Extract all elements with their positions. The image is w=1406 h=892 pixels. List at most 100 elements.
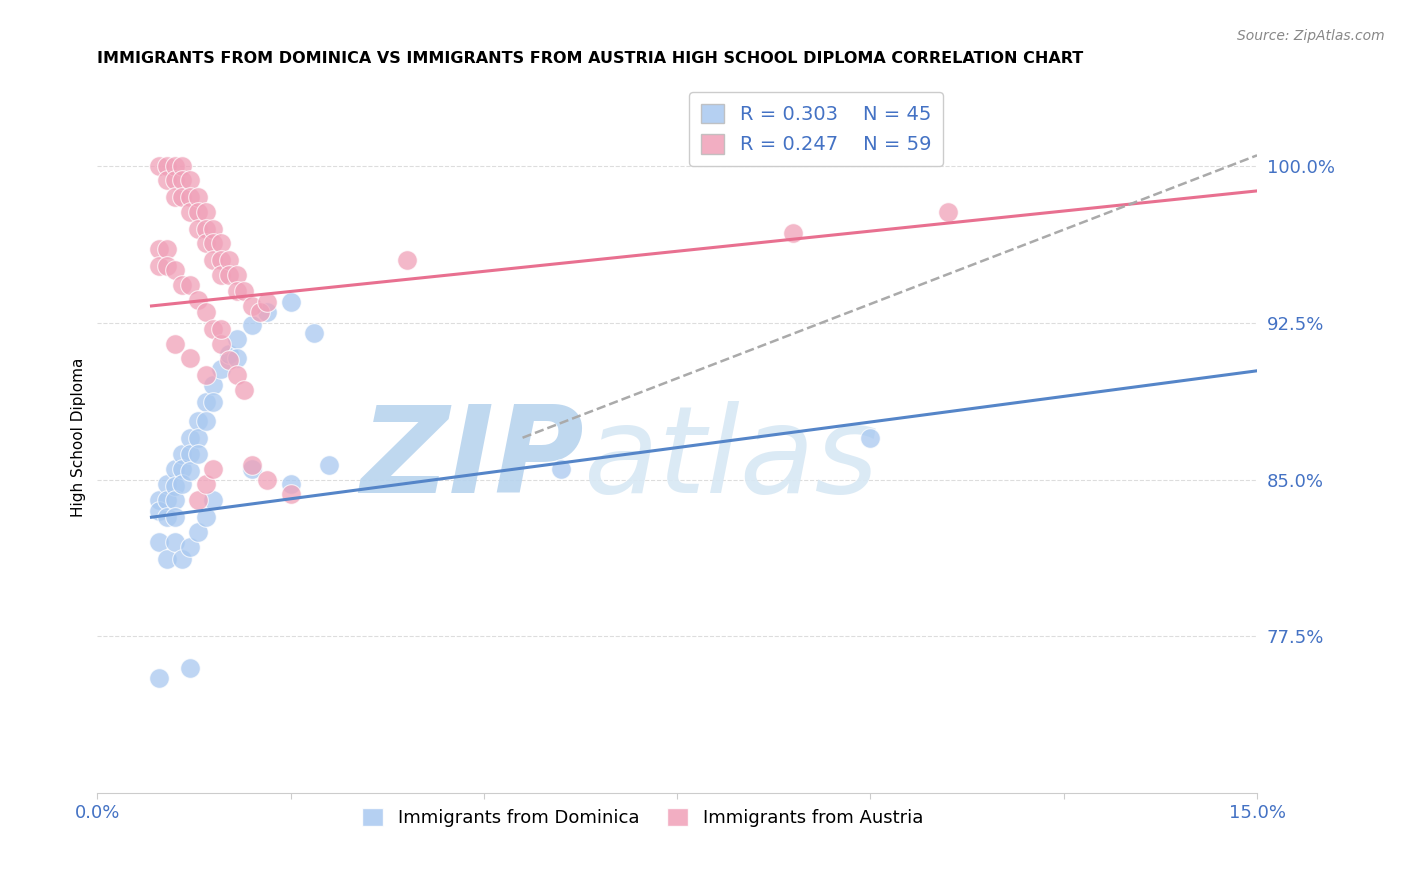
- Point: [249, 305, 271, 319]
- Point: [194, 305, 217, 319]
- Point: [782, 226, 804, 240]
- Point: [156, 476, 179, 491]
- Point: [187, 293, 209, 307]
- Point: [187, 221, 209, 235]
- Point: [172, 190, 194, 204]
- Point: [179, 173, 201, 187]
- Point: [156, 173, 179, 187]
- Point: [240, 318, 263, 332]
- Point: [225, 368, 247, 382]
- Point: [163, 263, 186, 277]
- Point: [179, 447, 201, 461]
- Point: [172, 462, 194, 476]
- Point: [256, 305, 278, 319]
- Point: [202, 493, 225, 508]
- Point: [163, 159, 186, 173]
- Point: [202, 462, 225, 476]
- Point: [194, 204, 217, 219]
- Point: [280, 487, 302, 501]
- Point: [225, 285, 247, 299]
- Point: [225, 351, 247, 366]
- Point: [156, 159, 179, 173]
- Point: [148, 159, 170, 173]
- Point: [187, 190, 209, 204]
- Point: [218, 268, 240, 282]
- Y-axis label: High School Diploma: High School Diploma: [72, 358, 86, 517]
- Point: [187, 493, 209, 508]
- Point: [148, 243, 170, 257]
- Point: [859, 431, 882, 445]
- Point: [194, 476, 217, 491]
- Point: [209, 361, 232, 376]
- Point: [202, 322, 225, 336]
- Point: [194, 221, 217, 235]
- Point: [163, 479, 186, 493]
- Point: [179, 464, 201, 478]
- Point: [148, 493, 170, 508]
- Point: [202, 378, 225, 392]
- Point: [172, 278, 194, 293]
- Point: [148, 671, 170, 685]
- Point: [209, 268, 232, 282]
- Point: [218, 353, 240, 368]
- Point: [209, 236, 232, 251]
- Point: [202, 221, 225, 235]
- Point: [256, 473, 278, 487]
- Point: [156, 259, 179, 273]
- Point: [194, 510, 217, 524]
- Point: [163, 462, 186, 476]
- Point: [163, 190, 186, 204]
- Point: [156, 510, 179, 524]
- Point: [240, 299, 263, 313]
- Point: [187, 524, 209, 539]
- Point: [233, 383, 256, 397]
- Point: [179, 190, 201, 204]
- Point: [179, 431, 201, 445]
- Point: [302, 326, 325, 340]
- Point: [318, 458, 340, 472]
- Point: [172, 552, 194, 566]
- Point: [187, 204, 209, 219]
- Point: [187, 431, 209, 445]
- Point: [209, 322, 232, 336]
- Point: [179, 204, 201, 219]
- Point: [194, 414, 217, 428]
- Point: [218, 252, 240, 267]
- Point: [936, 204, 959, 219]
- Point: [163, 336, 186, 351]
- Point: [163, 493, 186, 508]
- Point: [179, 278, 201, 293]
- Point: [395, 252, 418, 267]
- Point: [209, 252, 232, 267]
- Point: [194, 236, 217, 251]
- Text: IMMIGRANTS FROM DOMINICA VS IMMIGRANTS FROM AUSTRIA HIGH SCHOOL DIPLOMA CORRELAT: IMMIGRANTS FROM DOMINICA VS IMMIGRANTS F…: [97, 51, 1084, 66]
- Point: [163, 510, 186, 524]
- Point: [148, 259, 170, 273]
- Point: [187, 447, 209, 461]
- Point: [163, 535, 186, 549]
- Point: [194, 368, 217, 382]
- Point: [156, 243, 179, 257]
- Point: [187, 414, 209, 428]
- Point: [163, 173, 186, 187]
- Point: [148, 535, 170, 549]
- Point: [179, 661, 201, 675]
- Point: [179, 540, 201, 554]
- Point: [172, 447, 194, 461]
- Point: [202, 236, 225, 251]
- Text: ZIP: ZIP: [361, 401, 585, 517]
- Point: [202, 252, 225, 267]
- Point: [256, 294, 278, 309]
- Point: [172, 159, 194, 173]
- Point: [202, 395, 225, 409]
- Point: [280, 294, 302, 309]
- Point: [148, 504, 170, 518]
- Point: [240, 462, 263, 476]
- Text: Source: ZipAtlas.com: Source: ZipAtlas.com: [1237, 29, 1385, 43]
- Legend: Immigrants from Dominica, Immigrants from Austria: Immigrants from Dominica, Immigrants fro…: [354, 800, 931, 834]
- Point: [172, 173, 194, 187]
- Point: [225, 333, 247, 347]
- Point: [209, 336, 232, 351]
- Point: [156, 493, 179, 508]
- Point: [280, 476, 302, 491]
